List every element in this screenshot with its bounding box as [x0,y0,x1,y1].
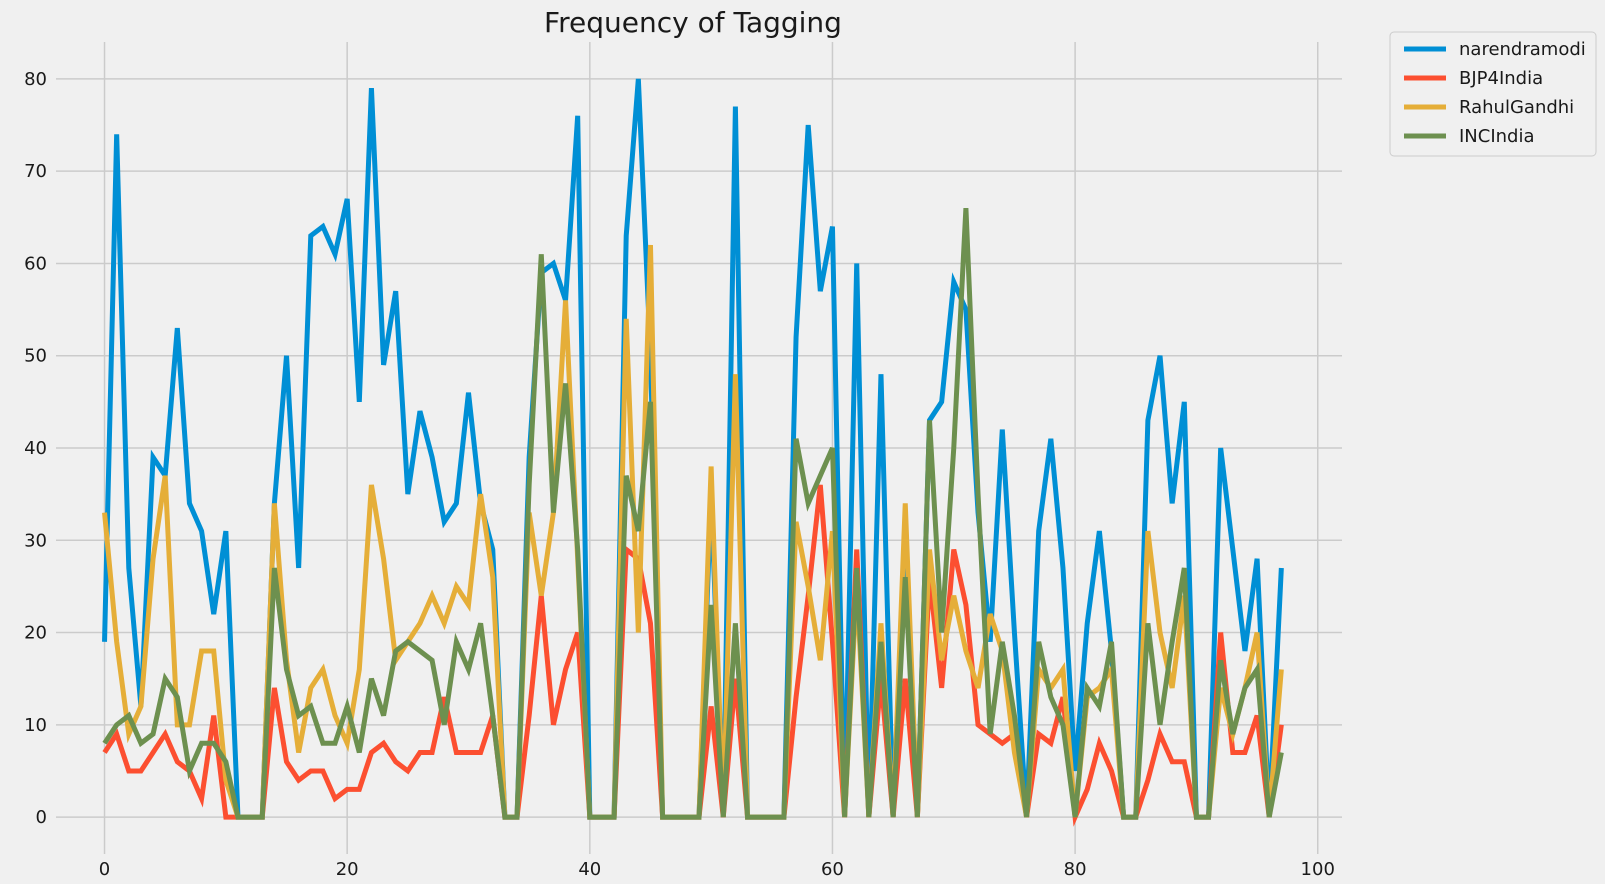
y-tick-label: 80 [24,69,47,90]
legend-label-bjp4india: BJP4India [1459,68,1543,89]
x-tick-label: 60 [821,859,844,880]
x-tick-label: 80 [1064,859,1087,880]
x-tick-label: 100 [1301,859,1335,880]
y-tick-label: 30 [24,530,47,551]
y-tick-label: 50 [24,346,47,367]
series-layer [102,78,1284,827]
series-line-incindia [102,207,1284,820]
y-tick-label: 0 [36,807,47,828]
y-tick-label: 10 [24,715,47,736]
y-tick-label: 40 [24,438,47,459]
x-tick-label: 0 [99,859,110,880]
x-tick-label: 20 [336,859,359,880]
x-tick-label: 40 [578,859,601,880]
legend-label-rahulgandhi: RahulGandhi [1459,97,1574,118]
chart-title: Frequency of Tagging [544,6,842,39]
grid-layer [56,42,1342,854]
legend: narendramodi BJP4India RahulGandhi INCIndia [1389,31,1597,157]
y-tick-label: 70 [24,161,47,182]
legend-label-incindia: INCIndia [1459,126,1535,147]
y-tick-label: 20 [24,623,47,644]
legend-label-narendramodi: narendramodi [1459,39,1586,60]
tick-layer: 0 20 40 60 80 100 0 10 20 30 40 50 60 70 80 [24,69,1335,880]
y-tick-label: 60 [24,253,47,274]
legend-box [1389,31,1597,157]
